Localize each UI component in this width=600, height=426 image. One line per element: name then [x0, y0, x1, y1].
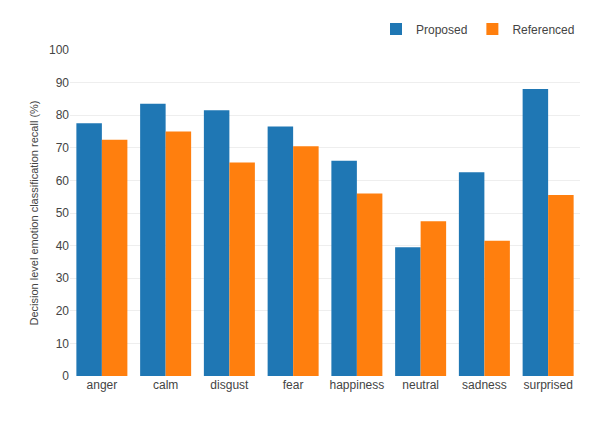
svg-text:100: 100	[49, 43, 69, 57]
svg-text:disgust: disgust	[210, 378, 249, 392]
svg-text:40: 40	[56, 239, 70, 253]
svg-text:30: 30	[56, 271, 70, 285]
svg-text:surprised: surprised	[523, 378, 572, 392]
svg-text:0: 0	[62, 369, 69, 383]
svg-text:Referenced: Referenced	[512, 23, 574, 37]
svg-text:Decision level emotion classif: Decision level emotion classification re…	[28, 101, 40, 326]
svg-text:calm: calm	[153, 378, 178, 392]
svg-text:neutral: neutral	[402, 378, 439, 392]
svg-text:Proposed: Proposed	[416, 23, 467, 37]
svg-text:60: 60	[56, 174, 70, 188]
svg-text:10: 10	[56, 337, 70, 351]
svg-text:70: 70	[56, 141, 70, 155]
svg-text:90: 90	[56, 76, 70, 90]
svg-text:sadness: sadness	[462, 378, 507, 392]
svg-text:happiness: happiness	[330, 378, 385, 392]
svg-text:80: 80	[56, 108, 70, 122]
svg-text:20: 20	[56, 304, 70, 318]
svg-text:50: 50	[56, 206, 70, 220]
svg-text:fear: fear	[283, 378, 304, 392]
svg-text:anger: anger	[87, 378, 118, 392]
